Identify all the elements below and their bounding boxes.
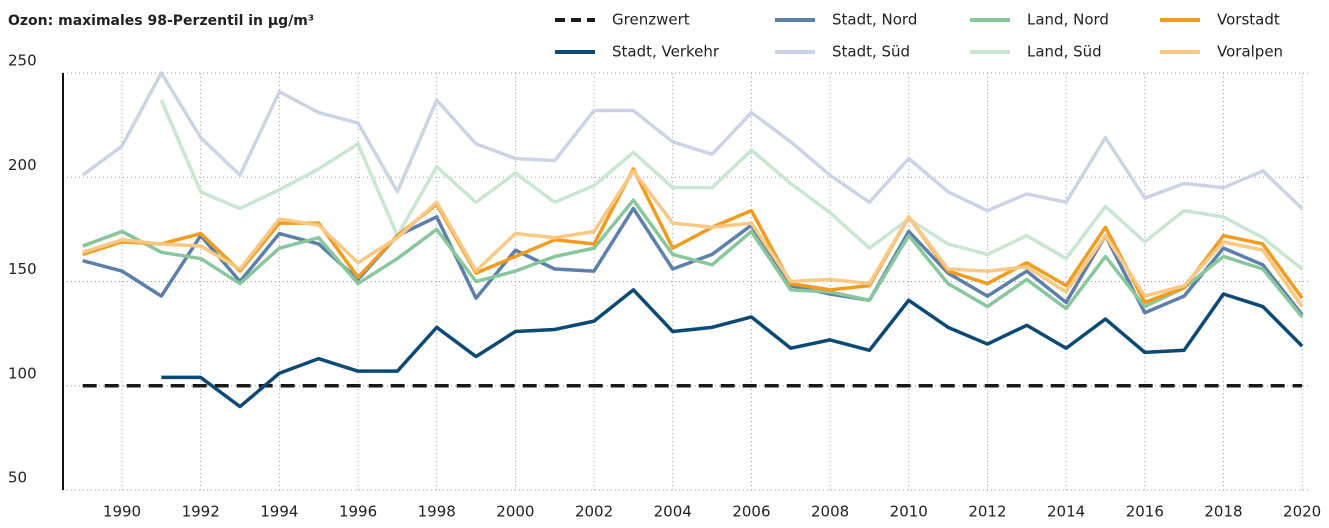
x-tick-label: 2012 xyxy=(968,503,1006,521)
legend-label: Land, Nord xyxy=(1027,11,1109,29)
y-tick-label: 150 xyxy=(8,260,37,278)
x-tick-label: 2006 xyxy=(732,503,770,521)
series-line xyxy=(82,169,1304,308)
x-tick-label: 2020 xyxy=(1283,503,1321,521)
x-tick-label: 2004 xyxy=(654,503,692,521)
legend-label: Land, Süd xyxy=(1027,43,1102,61)
legend-label: Stadt, Verkehr xyxy=(612,43,720,61)
legend-label: Stadt, Nord xyxy=(832,11,917,29)
x-tick-label: 2016 xyxy=(1126,503,1164,521)
y-tick-label: 200 xyxy=(8,156,37,174)
x-tick-label: 1994 xyxy=(260,503,298,521)
legend-label: Stadt, Süd xyxy=(832,43,910,61)
x-tick-label: 1998 xyxy=(418,503,456,521)
y-tick-label: 100 xyxy=(8,364,37,382)
chart-title: Ozon: maximales 98-Perzentil in µg/m³ xyxy=(8,13,314,29)
series-line xyxy=(161,288,1304,409)
series-line xyxy=(82,167,1304,305)
x-tick-label: 2008 xyxy=(811,503,849,521)
x-tick-label: 2014 xyxy=(1047,503,1085,521)
legend-label: Vorstadt xyxy=(1217,11,1280,29)
x-tick-label: 1990 xyxy=(103,503,141,521)
x-tick-label: 1992 xyxy=(182,503,220,521)
y-tick-label: 50 xyxy=(8,469,27,487)
x-tick-label: 2010 xyxy=(890,503,928,521)
legend-label: Grenzwert xyxy=(612,11,690,29)
series-line xyxy=(82,198,1304,319)
x-tick-label: 2018 xyxy=(1204,503,1242,521)
x-tick-label: 1996 xyxy=(339,503,377,521)
y-tick-label: 250 xyxy=(8,52,37,70)
series-line xyxy=(159,99,1304,271)
x-tick-label: 2000 xyxy=(496,503,534,521)
legend-label: Voralpen xyxy=(1217,43,1283,61)
series-line xyxy=(81,71,1304,213)
x-tick-label: 2002 xyxy=(575,503,613,521)
